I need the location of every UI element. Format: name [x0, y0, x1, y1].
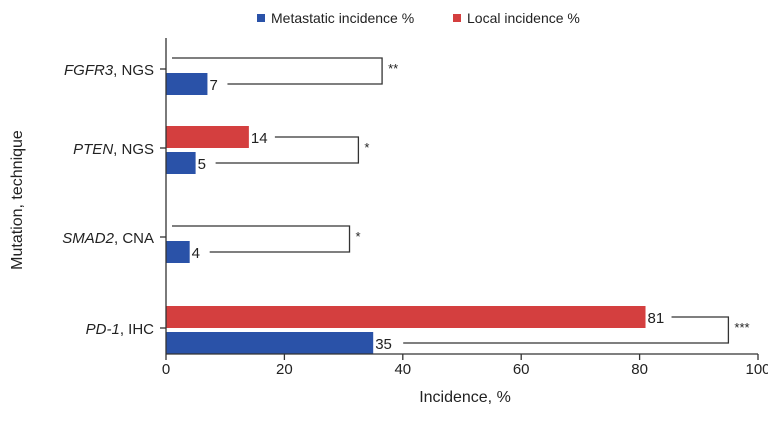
significance-bracket-1: [215, 136, 360, 164]
significance-bracket-2: [172, 225, 351, 253]
significance-label-0: **: [388, 61, 398, 76]
metastatic-value-label-3: 35: [375, 336, 392, 353]
category-technique-0: , NGS: [113, 62, 154, 79]
metastatic-value-label-2: 4: [192, 245, 200, 262]
x-axis-title: Incidence, %: [419, 389, 511, 406]
category-technique-2: , CNA: [114, 230, 154, 247]
axes: 0 20 40 60 80 100: [160, 38, 768, 378]
legend: Metastatic incidence % Local incidence %: [257, 10, 580, 26]
category-label-1: PTEN, NGS: [73, 141, 154, 158]
x-tick-label-4: 80: [631, 361, 648, 378]
category-gene-0: FGFR3: [64, 62, 114, 79]
metastatic-value-label-1: 5: [198, 156, 206, 173]
y-axis-title: Mutation, technique: [9, 130, 26, 270]
category-technique-3: , IHC: [120, 321, 154, 338]
significance-label-2: *: [356, 229, 361, 244]
category-label-2: SMAD2, CNA: [62, 230, 154, 247]
local-value-label-1: 14: [251, 130, 268, 147]
category-label-3: PD-1, IHC: [86, 321, 155, 338]
significance-label-3: ***: [734, 320, 749, 335]
local-bar-3: [166, 306, 646, 328]
significance-bracket-3: [403, 316, 730, 344]
x-tick-label-3: 60: [513, 361, 530, 378]
metastatic-bar-0: [166, 73, 208, 95]
x-tick-label-5: 100: [745, 361, 768, 378]
legend-swatch-0: [257, 14, 265, 22]
x-tick-label-1: 20: [276, 361, 293, 378]
legend-label-0: Metastatic incidence %: [271, 10, 414, 26]
significance-bracket-0: [172, 57, 383, 85]
significance-brackets: *******: [172, 57, 750, 344]
metastatic-bar-1: [166, 152, 196, 174]
legend-label-1: Local incidence %: [467, 10, 580, 26]
local-bar-1: [166, 126, 249, 148]
category-gene-3: PD-1: [86, 321, 120, 338]
category-label-0: FGFR3, NGS: [64, 62, 154, 79]
category-gene-2: SMAD2: [62, 230, 114, 247]
significance-label-1: *: [364, 140, 369, 155]
local-value-label-3: 81: [648, 310, 665, 327]
x-tick-label-0: 0: [162, 361, 170, 378]
metastatic-bar-3: [166, 332, 374, 354]
legend-swatch-1: [453, 14, 461, 22]
category-gene-1: PTEN: [73, 141, 113, 158]
metastatic-bar-2: [166, 241, 190, 263]
x-tick-label-2: 40: [394, 361, 411, 378]
category-technique-1: , NGS: [113, 141, 154, 158]
metastatic-value-label-0: 7: [209, 77, 217, 94]
bars: 7 14 5 4 81 35: [166, 73, 664, 354]
